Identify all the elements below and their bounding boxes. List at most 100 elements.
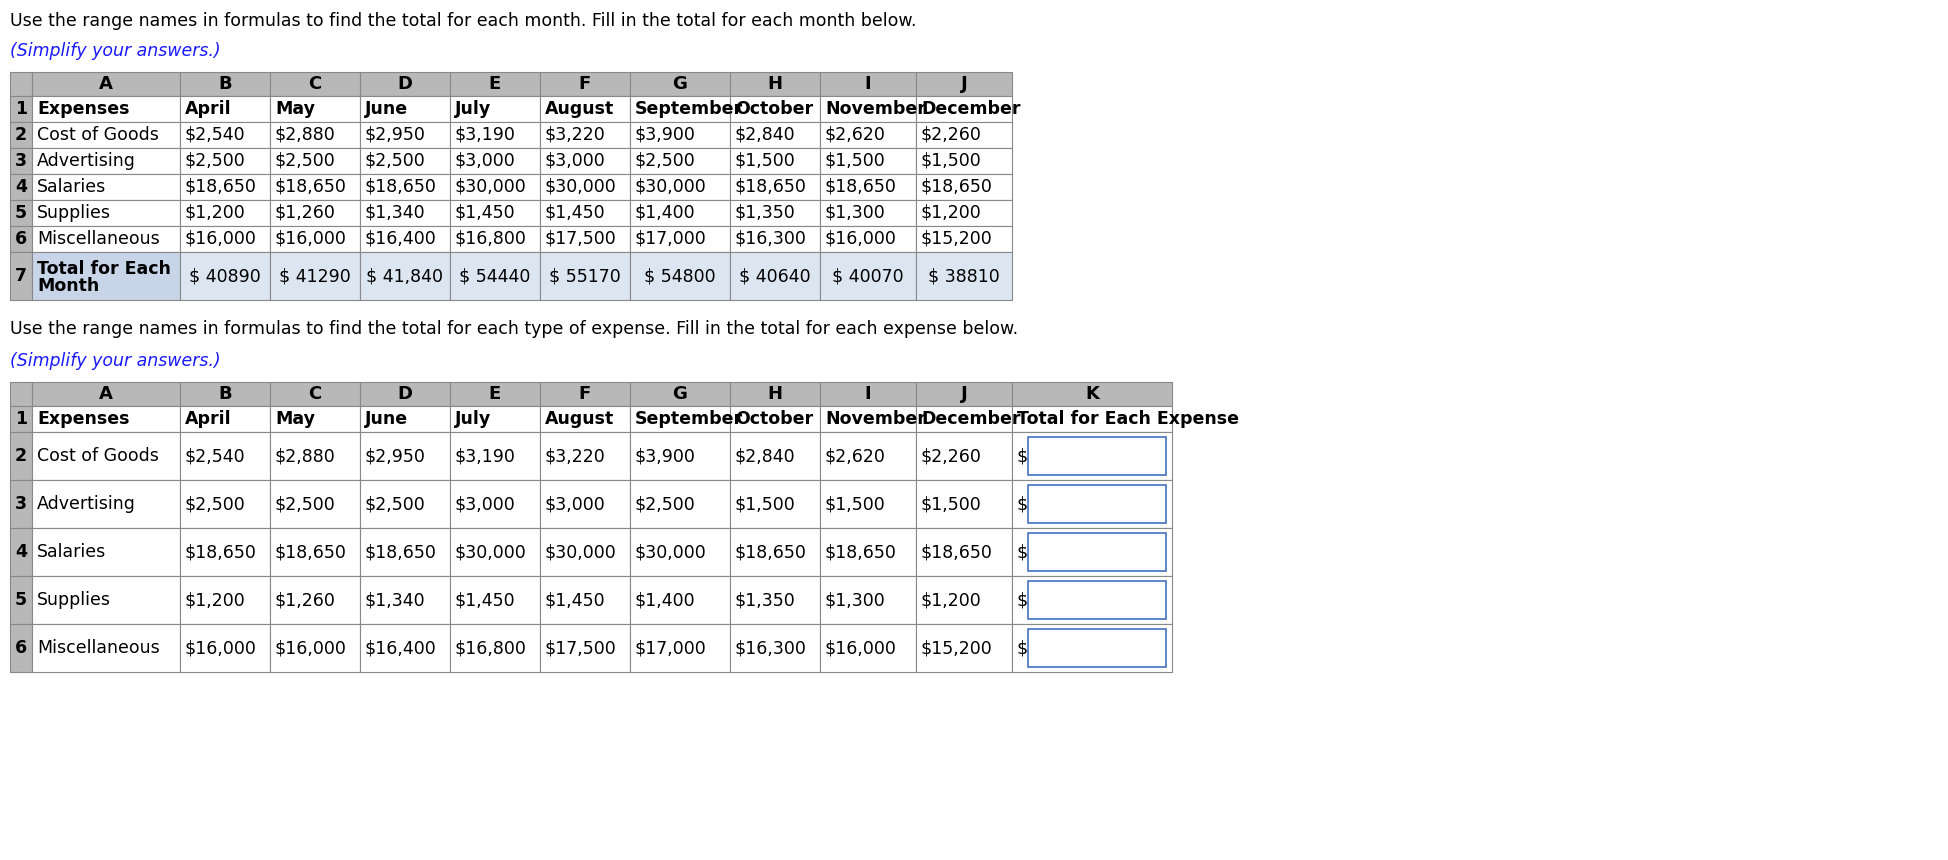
Bar — [730, 148, 820, 174]
Bar — [916, 432, 1013, 480]
Bar — [916, 226, 1013, 252]
Text: $2,880: $2,880 — [275, 126, 335, 144]
Bar — [1029, 581, 1167, 619]
Text: $1,340: $1,340 — [364, 204, 425, 222]
Bar — [31, 528, 179, 576]
Text: $1,350: $1,350 — [734, 204, 795, 222]
Bar — [916, 624, 1013, 672]
Text: November: November — [826, 100, 925, 118]
Text: $ 54440: $ 54440 — [460, 267, 530, 285]
Bar — [10, 252, 31, 300]
Bar — [1013, 528, 1173, 576]
Text: $1,400: $1,400 — [635, 591, 695, 609]
Text: 1: 1 — [16, 410, 27, 428]
Text: $2,950: $2,950 — [364, 447, 427, 465]
Text: H: H — [768, 75, 783, 93]
Text: $15,200: $15,200 — [921, 230, 993, 248]
Bar — [450, 406, 540, 432]
Bar — [820, 96, 916, 122]
Bar — [179, 480, 271, 528]
Text: (Simplify your answers.): (Simplify your answers.) — [10, 352, 220, 370]
Bar — [629, 406, 730, 432]
Bar — [629, 432, 730, 480]
Bar — [730, 96, 820, 122]
Bar — [1013, 576, 1173, 624]
Text: $ 55170: $ 55170 — [549, 267, 621, 285]
Bar — [360, 226, 450, 252]
Bar — [179, 72, 271, 96]
Bar — [450, 200, 540, 226]
Bar — [820, 624, 916, 672]
Text: $1,350: $1,350 — [734, 591, 795, 609]
Text: C: C — [308, 75, 321, 93]
Bar — [629, 528, 730, 576]
Text: August: August — [545, 410, 614, 428]
Bar — [1029, 485, 1167, 523]
Bar — [31, 200, 179, 226]
Text: $1,500: $1,500 — [826, 495, 886, 513]
Text: $16,400: $16,400 — [364, 230, 436, 248]
Bar — [450, 226, 540, 252]
Bar — [820, 432, 916, 480]
Text: Miscellaneous: Miscellaneous — [37, 639, 160, 657]
Bar — [10, 226, 31, 252]
Bar — [629, 252, 730, 300]
Text: F: F — [579, 75, 590, 93]
Text: $18,650: $18,650 — [364, 178, 436, 196]
Bar — [360, 432, 450, 480]
Bar — [450, 432, 540, 480]
Bar — [916, 148, 1013, 174]
Text: $3,190: $3,190 — [456, 447, 516, 465]
Text: $1,450: $1,450 — [545, 204, 606, 222]
Bar — [1013, 624, 1173, 672]
Text: J: J — [960, 385, 968, 403]
Text: A: A — [99, 385, 113, 403]
Text: $ 41290: $ 41290 — [279, 267, 351, 285]
Bar — [271, 174, 360, 200]
Bar — [540, 174, 629, 200]
Bar — [916, 480, 1013, 528]
Bar — [730, 122, 820, 148]
Text: $: $ — [1017, 639, 1027, 657]
Text: $2,620: $2,620 — [826, 447, 886, 465]
Bar — [629, 624, 730, 672]
Text: $ 41,840: $ 41,840 — [366, 267, 444, 285]
Text: May: May — [275, 100, 316, 118]
Bar — [629, 576, 730, 624]
Text: $2,260: $2,260 — [921, 447, 982, 465]
Text: 5: 5 — [16, 204, 27, 222]
Bar — [271, 226, 360, 252]
Bar — [820, 480, 916, 528]
Bar — [916, 382, 1013, 406]
Text: $16,000: $16,000 — [275, 639, 347, 657]
Text: $1,450: $1,450 — [456, 591, 516, 609]
Text: $: $ — [1017, 543, 1027, 561]
Text: $ 54800: $ 54800 — [645, 267, 715, 285]
Bar — [271, 148, 360, 174]
Bar — [820, 148, 916, 174]
Bar — [629, 382, 730, 406]
Bar — [820, 174, 916, 200]
Text: $1,200: $1,200 — [185, 591, 245, 609]
Bar — [1029, 533, 1167, 571]
Text: 2: 2 — [16, 447, 27, 465]
Text: $16,800: $16,800 — [456, 230, 526, 248]
Bar — [31, 406, 179, 432]
Text: $3,000: $3,000 — [545, 495, 606, 513]
Text: I: I — [865, 385, 871, 403]
Bar — [31, 72, 179, 96]
Text: Supplies: Supplies — [37, 591, 111, 609]
Text: H: H — [768, 385, 783, 403]
Text: E: E — [489, 75, 501, 93]
Text: $3,220: $3,220 — [545, 126, 606, 144]
Bar — [820, 382, 916, 406]
Bar — [820, 528, 916, 576]
Text: $1,500: $1,500 — [921, 152, 982, 170]
Bar — [916, 252, 1013, 300]
Bar — [10, 432, 31, 480]
Text: $30,000: $30,000 — [545, 543, 618, 561]
Bar — [10, 200, 31, 226]
Text: Use the range names in formulas to find the total for each type of expense. Fill: Use the range names in formulas to find … — [10, 320, 1019, 338]
Bar — [916, 72, 1013, 96]
Bar — [271, 200, 360, 226]
